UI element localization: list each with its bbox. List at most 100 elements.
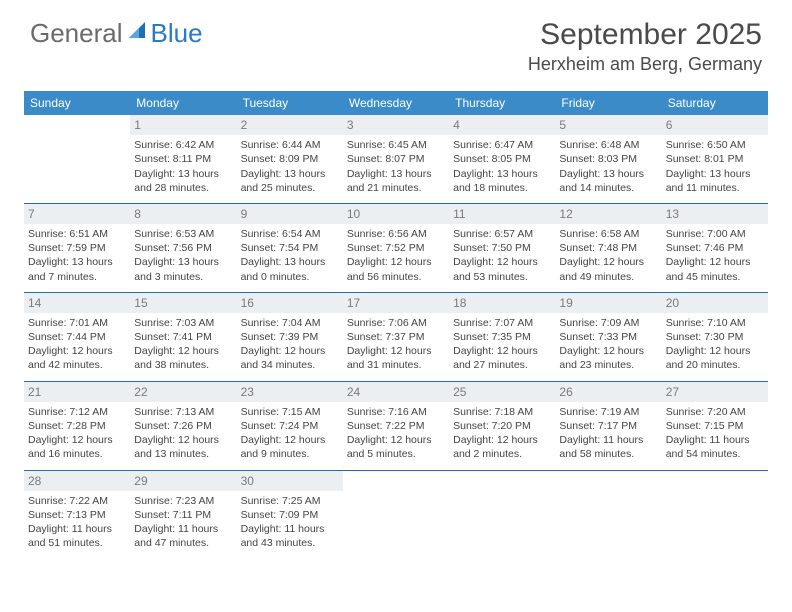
daylight-text: Daylight: 13 hours — [559, 167, 657, 181]
daylight-text: Daylight: 13 hours — [241, 167, 339, 181]
calendar-day-cell: 30Sunrise: 7:25 AMSunset: 7:09 PMDayligh… — [237, 470, 343, 558]
calendar-day-cell: 3Sunrise: 6:45 AMSunset: 8:07 PMDaylight… — [343, 115, 449, 203]
daylight-text: Daylight: 12 hours — [347, 344, 445, 358]
sunrise-text: Sunrise: 7:19 AM — [559, 405, 657, 419]
weekday-header: Thursday — [449, 91, 555, 115]
sunrise-text: Sunrise: 6:42 AM — [134, 138, 232, 152]
daylight-text: and 27 minutes. — [453, 358, 551, 372]
day-number: 18 — [449, 293, 555, 313]
calendar-day-cell: 9Sunrise: 6:54 AMSunset: 7:54 PMDaylight… — [237, 203, 343, 292]
daylight-text: and 43 minutes. — [241, 536, 339, 550]
calendar-week-row: 7Sunrise: 6:51 AMSunset: 7:59 PMDaylight… — [24, 203, 768, 292]
daylight-text: Daylight: 12 hours — [134, 433, 232, 447]
sunset-text: Sunset: 7:24 PM — [241, 419, 339, 433]
day-number: 12 — [555, 204, 661, 224]
calendar-day-cell: 2Sunrise: 6:44 AMSunset: 8:09 PMDaylight… — [237, 115, 343, 203]
daylight-text: Daylight: 13 hours — [241, 255, 339, 269]
daylight-text: Daylight: 12 hours — [28, 344, 126, 358]
daylight-text: Daylight: 12 hours — [559, 255, 657, 269]
daylight-text: and 42 minutes. — [28, 358, 126, 372]
sunset-text: Sunset: 7:33 PM — [559, 330, 657, 344]
day-number: 16 — [237, 293, 343, 313]
sunrise-text: Sunrise: 7:07 AM — [453, 316, 551, 330]
sunrise-text: Sunrise: 7:10 AM — [666, 316, 764, 330]
day-number: 29 — [130, 471, 236, 491]
daylight-text: and 28 minutes. — [134, 181, 232, 195]
calendar-day-cell: 27Sunrise: 7:20 AMSunset: 7:15 PMDayligh… — [662, 381, 768, 470]
daylight-text: Daylight: 12 hours — [134, 344, 232, 358]
daylight-text: Daylight: 12 hours — [347, 433, 445, 447]
logo-text-blue: Blue — [151, 18, 203, 49]
daylight-text: Daylight: 13 hours — [347, 167, 445, 181]
calendar-day-cell: 24Sunrise: 7:16 AMSunset: 7:22 PMDayligh… — [343, 381, 449, 470]
sunset-text: Sunset: 7:22 PM — [347, 419, 445, 433]
calendar-day-cell: 15Sunrise: 7:03 AMSunset: 7:41 PMDayligh… — [130, 292, 236, 381]
day-number: 20 — [662, 293, 768, 313]
daylight-text: and 51 minutes. — [28, 536, 126, 550]
logo-text-general: General — [30, 18, 123, 49]
calendar-day-cell: 23Sunrise: 7:15 AMSunset: 7:24 PMDayligh… — [237, 381, 343, 470]
title-block: September 2025 Herxheim am Berg, Germany — [528, 18, 762, 75]
calendar-day-cell: 8Sunrise: 6:53 AMSunset: 7:56 PMDaylight… — [130, 203, 236, 292]
calendar-day-cell: 28Sunrise: 7:22 AMSunset: 7:13 PMDayligh… — [24, 470, 130, 558]
daylight-text: and 5 minutes. — [347, 447, 445, 461]
daylight-text: Daylight: 12 hours — [666, 255, 764, 269]
calendar-day-cell: 21Sunrise: 7:12 AMSunset: 7:28 PMDayligh… — [24, 381, 130, 470]
weekday-header: Monday — [130, 91, 236, 115]
day-number: 7 — [24, 204, 130, 224]
sunset-text: Sunset: 7:15 PM — [666, 419, 764, 433]
weekday-header: Wednesday — [343, 91, 449, 115]
calendar-day-cell: 25Sunrise: 7:18 AMSunset: 7:20 PMDayligh… — [449, 381, 555, 470]
day-number: 26 — [555, 382, 661, 402]
sunset-text: Sunset: 7:13 PM — [28, 508, 126, 522]
day-number: 23 — [237, 382, 343, 402]
sunset-text: Sunset: 7:20 PM — [453, 419, 551, 433]
daylight-text: and 11 minutes. — [666, 181, 764, 195]
sunrise-text: Sunrise: 7:18 AM — [453, 405, 551, 419]
day-number: 4 — [449, 115, 555, 135]
calendar-week-row: 28Sunrise: 7:22 AMSunset: 7:13 PMDayligh… — [24, 470, 768, 558]
sunrise-text: Sunrise: 7:00 AM — [666, 227, 764, 241]
day-number: 1 — [130, 115, 236, 135]
daylight-text: and 25 minutes. — [241, 181, 339, 195]
logo-sail-icon — [127, 20, 149, 47]
daylight-text: and 3 minutes. — [134, 270, 232, 284]
calendar-day-cell: 6Sunrise: 6:50 AMSunset: 8:01 PMDaylight… — [662, 115, 768, 203]
daylight-text: Daylight: 12 hours — [666, 344, 764, 358]
weekday-header: Saturday — [662, 91, 768, 115]
day-number: 17 — [343, 293, 449, 313]
day-number: 5 — [555, 115, 661, 135]
calendar-day-cell: 22Sunrise: 7:13 AMSunset: 7:26 PMDayligh… — [130, 381, 236, 470]
sunrise-text: Sunrise: 7:20 AM — [666, 405, 764, 419]
daylight-text: and 7 minutes. — [28, 270, 126, 284]
daylight-text: and 13 minutes. — [134, 447, 232, 461]
daylight-text: Daylight: 13 hours — [134, 167, 232, 181]
calendar-day-cell: 1Sunrise: 6:42 AMSunset: 8:11 PMDaylight… — [130, 115, 236, 203]
calendar-day-cell: 29Sunrise: 7:23 AMSunset: 7:11 PMDayligh… — [130, 470, 236, 558]
page-title: September 2025 — [528, 18, 762, 52]
sunrise-text: Sunrise: 7:03 AM — [134, 316, 232, 330]
calendar-day-cell: 4Sunrise: 6:47 AMSunset: 8:05 PMDaylight… — [449, 115, 555, 203]
calendar-day-cell — [343, 470, 449, 558]
logo: General Blue — [30, 18, 203, 49]
calendar-day-cell: 17Sunrise: 7:06 AMSunset: 7:37 PMDayligh… — [343, 292, 449, 381]
sunset-text: Sunset: 7:09 PM — [241, 508, 339, 522]
day-number: 6 — [662, 115, 768, 135]
weekday-header: Friday — [555, 91, 661, 115]
day-number: 14 — [24, 293, 130, 313]
sunrise-text: Sunrise: 6:44 AM — [241, 138, 339, 152]
sunset-text: Sunset: 7:48 PM — [559, 241, 657, 255]
sunrise-text: Sunrise: 7:04 AM — [241, 316, 339, 330]
calendar-day-cell: 16Sunrise: 7:04 AMSunset: 7:39 PMDayligh… — [237, 292, 343, 381]
calendar-day-cell: 12Sunrise: 6:58 AMSunset: 7:48 PMDayligh… — [555, 203, 661, 292]
sunrise-text: Sunrise: 6:51 AM — [28, 227, 126, 241]
calendar-day-cell: 11Sunrise: 6:57 AMSunset: 7:50 PMDayligh… — [449, 203, 555, 292]
sunset-text: Sunset: 8:03 PM — [559, 152, 657, 166]
sunrise-text: Sunrise: 7:22 AM — [28, 494, 126, 508]
calendar-day-cell: 7Sunrise: 6:51 AMSunset: 7:59 PMDaylight… — [24, 203, 130, 292]
calendar-day-cell: 19Sunrise: 7:09 AMSunset: 7:33 PMDayligh… — [555, 292, 661, 381]
daylight-text: Daylight: 11 hours — [559, 433, 657, 447]
page-header: General Blue September 2025 Herxheim am … — [0, 0, 792, 83]
sunset-text: Sunset: 7:17 PM — [559, 419, 657, 433]
sunrise-text: Sunrise: 6:50 AM — [666, 138, 764, 152]
